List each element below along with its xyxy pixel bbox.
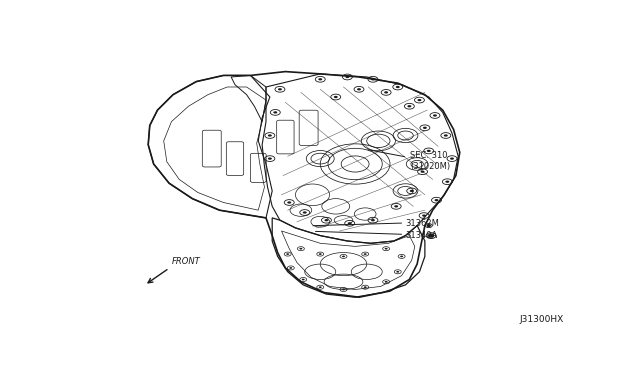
Circle shape [348, 222, 352, 224]
Circle shape [364, 286, 367, 288]
Circle shape [428, 225, 430, 227]
Circle shape [396, 271, 399, 273]
Text: SEC. 310
(31020M): SEC. 310 (31020M) [410, 151, 450, 171]
Circle shape [417, 99, 421, 101]
Circle shape [444, 134, 448, 137]
Circle shape [423, 126, 427, 129]
Circle shape [385, 248, 388, 250]
Text: 31340A: 31340A [405, 231, 437, 240]
Text: FRONT: FRONT [172, 257, 200, 266]
Circle shape [357, 88, 361, 90]
Circle shape [319, 286, 322, 288]
Circle shape [427, 150, 431, 152]
Circle shape [301, 279, 305, 280]
Circle shape [422, 214, 426, 217]
Circle shape [342, 289, 345, 291]
Circle shape [433, 114, 437, 117]
Circle shape [318, 78, 322, 80]
Circle shape [420, 170, 424, 173]
Circle shape [303, 211, 307, 214]
Circle shape [278, 88, 282, 90]
Circle shape [286, 253, 289, 255]
Circle shape [273, 111, 277, 113]
Circle shape [268, 134, 272, 137]
Circle shape [371, 78, 375, 80]
Circle shape [450, 157, 454, 160]
Circle shape [435, 199, 438, 201]
Text: 31362M: 31362M [405, 219, 439, 228]
Text: J31300HX: J31300HX [519, 315, 564, 324]
Circle shape [394, 205, 398, 208]
Circle shape [385, 281, 388, 283]
Circle shape [384, 91, 388, 93]
Circle shape [429, 234, 433, 237]
Circle shape [319, 253, 322, 255]
Circle shape [408, 105, 412, 108]
Circle shape [396, 86, 400, 88]
Circle shape [289, 267, 292, 269]
Circle shape [445, 180, 449, 183]
Circle shape [287, 201, 291, 203]
Circle shape [268, 157, 272, 160]
Circle shape [300, 248, 302, 250]
Circle shape [371, 219, 375, 221]
Circle shape [334, 96, 338, 98]
Circle shape [346, 76, 349, 78]
Circle shape [324, 219, 328, 221]
Circle shape [400, 256, 403, 257]
Circle shape [342, 256, 345, 257]
Circle shape [410, 190, 413, 192]
Circle shape [364, 253, 367, 255]
